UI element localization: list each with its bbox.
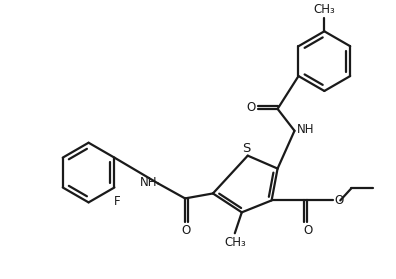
Text: CH₃: CH₃ bbox=[314, 3, 335, 16]
Text: O: O bbox=[246, 101, 255, 114]
Text: CH₃: CH₃ bbox=[224, 236, 246, 249]
Text: NH: NH bbox=[297, 123, 314, 136]
Text: O: O bbox=[334, 194, 344, 207]
Text: S: S bbox=[243, 142, 251, 155]
Text: NH: NH bbox=[140, 176, 157, 189]
Text: F: F bbox=[114, 195, 121, 208]
Text: O: O bbox=[181, 224, 191, 237]
Text: O: O bbox=[304, 224, 313, 237]
